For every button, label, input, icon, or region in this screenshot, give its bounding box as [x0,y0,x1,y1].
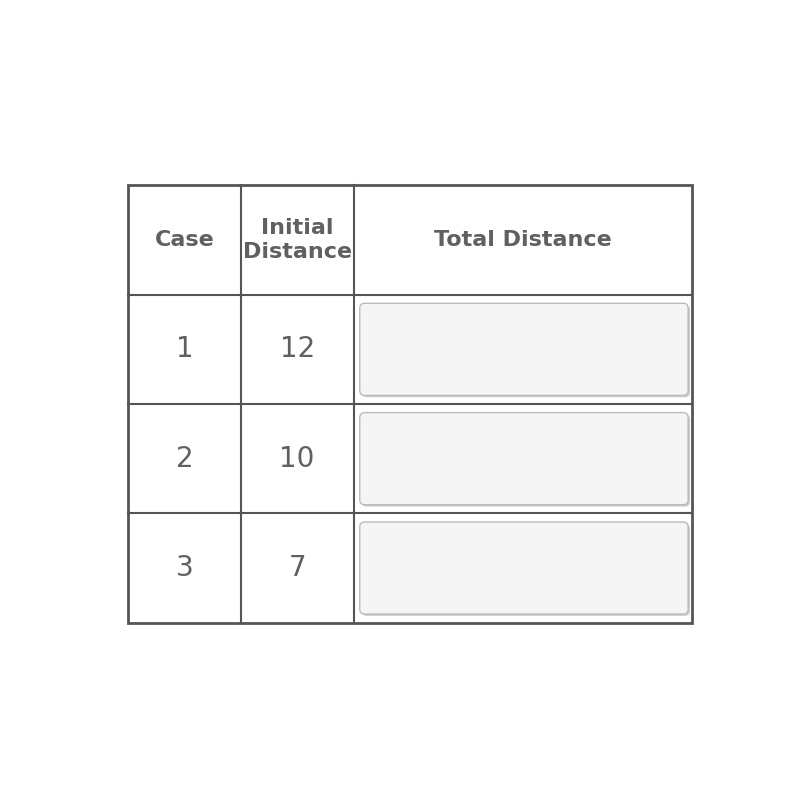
FancyBboxPatch shape [360,413,688,505]
Text: 12: 12 [279,335,314,363]
Text: 3: 3 [175,554,193,582]
Text: 10: 10 [279,445,315,473]
FancyBboxPatch shape [362,414,690,506]
FancyBboxPatch shape [360,522,688,614]
Text: Case: Case [154,230,214,250]
FancyBboxPatch shape [360,303,688,395]
Text: Initial
Distance: Initial Distance [242,218,352,262]
FancyBboxPatch shape [362,524,690,616]
FancyBboxPatch shape [362,305,690,398]
Bar [128,186,692,622]
Text: 7: 7 [288,554,306,582]
Text: 2: 2 [175,445,193,473]
Text: 1: 1 [175,335,193,363]
Text: Total Distance: Total Distance [434,230,612,250]
